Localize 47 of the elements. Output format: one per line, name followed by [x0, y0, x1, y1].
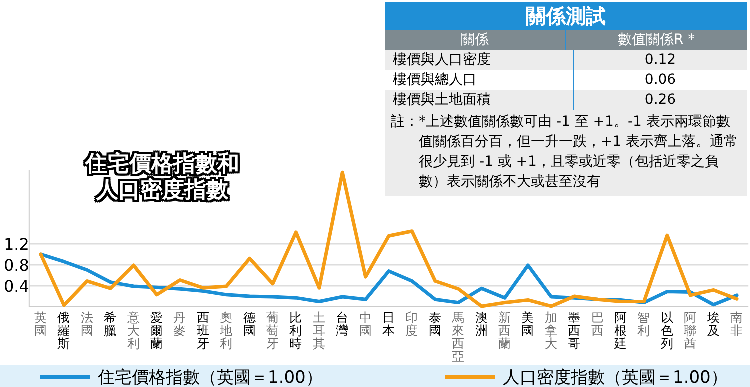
- x-tick-label: 以色列: [660, 310, 674, 351]
- text: 0.06: [644, 71, 678, 90]
- x-tick-label: 加拿大: [544, 310, 558, 351]
- y-tick-label: 0.8: [4, 256, 30, 275]
- chart-title: 住宅價格指數和人口密度指數: [82, 152, 241, 204]
- x-tick-label: 土耳其: [312, 310, 326, 351]
- x-tick-label: 法國: [80, 310, 94, 338]
- x-tick-label: 澳洲: [475, 310, 488, 338]
- x-tick-label: 新西蘭: [498, 310, 512, 351]
- text: 樓價與人口密度: [385, 50, 574, 70]
- x-tick-label: 美國: [522, 310, 535, 338]
- x-tick-label: 奧地利: [219, 310, 234, 351]
- x-tick-label: 阿根廷: [614, 310, 628, 351]
- x-tick-label: 意大利: [126, 310, 140, 351]
- x-tick-label: 日本: [382, 310, 396, 338]
- x-tick-label: 巴西: [591, 310, 604, 338]
- x-tick-label: 德國: [243, 310, 256, 338]
- x-tick-label: 南非: [730, 310, 744, 338]
- x-tick-label: 泰國: [428, 310, 442, 338]
- x-tick-label: 埃及: [706, 310, 720, 338]
- x-tick-label: 葡萄牙: [266, 310, 280, 351]
- annotation: 註：*上述數值關係數可由 -1 至 +1。-1 表示兩環節數值關係百分百，但一升一跌，+1 表示齊上落。通常很少見到 -1 或 +1，且零或近零（包括近零之負數）表示關係不大或甚至沒有: [390, 113, 740, 192]
- x-tick-label: 馬來西亞: [451, 310, 466, 364]
- text: 關係測試: [385, 2, 747, 30]
- text: 0.26: [644, 91, 678, 110]
- x-tick-label: 智利: [638, 310, 651, 338]
- x-tick-label: 愛爾蘭: [150, 310, 164, 351]
- text: 樓價與土地面積: [385, 90, 574, 110]
- x-tick-label: 丹麥: [174, 310, 187, 338]
- text: 0.12: [644, 51, 678, 70]
- x-tick-label: 印度: [406, 310, 419, 338]
- text: 數值關係R *: [616, 31, 696, 50]
- x-tick-label: 希臘: [104, 310, 118, 338]
- x-tick-label: 台灣: [336, 310, 350, 338]
- text: 樓價與總人口: [385, 70, 574, 90]
- legend-label: 住宅價格指數（英國＝1.00）: [97, 368, 323, 387]
- x-tick-label: 墨西哥: [568, 310, 582, 351]
- x-tick-label: 中國: [359, 310, 372, 338]
- x-tick-label: 西班牙: [196, 310, 210, 351]
- y-tick-label: 0.4: [4, 277, 30, 296]
- legend-label: 人口密度指數（英國＝1.00）: [503, 368, 728, 387]
- text: 關係: [385, 30, 566, 50]
- x-tick-label: 阿聯酋: [684, 310, 698, 351]
- x-tick-label: 俄羅斯: [58, 310, 71, 351]
- x-tick-label: 英國: [34, 310, 48, 338]
- x-tick-label: 比利時: [290, 310, 303, 351]
- y-tick-label: 1.2: [4, 235, 30, 254]
